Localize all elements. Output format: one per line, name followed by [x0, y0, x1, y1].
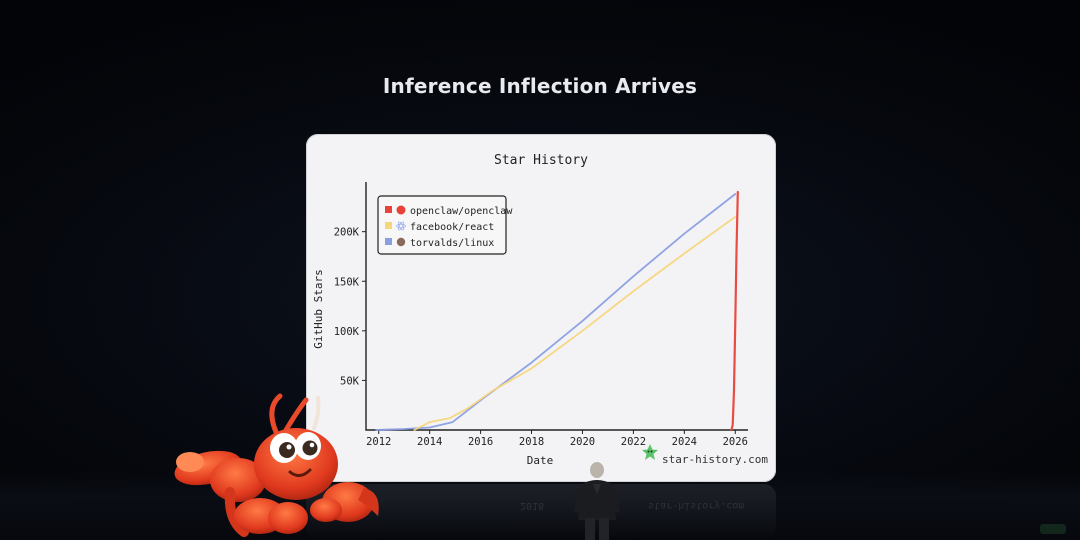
x-tick-label: 2026 [723, 436, 748, 448]
legend-swatch [385, 238, 392, 245]
chart-card: Star History 2012 2014 2016 2018 2020 2022 202… [306, 134, 776, 482]
presenter-figure [574, 462, 620, 540]
legend-item: torvalds/linux [385, 237, 494, 249]
watermark[interactable]: star-history.com [642, 444, 768, 466]
chart-legend: openclaw/openclaw facebook/react torvalds/… [377, 195, 513, 255]
star-history-logo-icon [642, 444, 658, 460]
x-tick-label: 2018 [519, 436, 544, 448]
y-tick-label: 50K [340, 375, 360, 387]
chart-title: Star History [494, 153, 588, 168]
legend-swatch [385, 222, 392, 229]
y-axis-label: GitHub Stars [312, 269, 325, 348]
react-logo-orbit [397, 221, 405, 231]
x-tick-label: 2016 [468, 436, 493, 448]
reflection-text-left: 2018 [520, 500, 545, 511]
x-axis-label: Date [527, 454, 554, 467]
lobster-mascot [174, 393, 379, 537]
legend-label: torvalds/linux [410, 238, 494, 249]
slide-title: Inference Inflection Arrives [382, 74, 698, 98]
legend-item: facebook/react [385, 221, 494, 233]
reflection-text-right: star-history.com [648, 500, 745, 511]
legend-label: facebook/react [410, 222, 494, 233]
react-logo-icon [396, 221, 406, 231]
legend-label: openclaw/openclaw [410, 206, 513, 217]
legend-box [377, 195, 507, 255]
card-reflection [306, 484, 776, 540]
star-history-chart: Star History 2012 2014 2016 2018 2020 2022 202… [312, 153, 768, 467]
legend-item: openclaw/openclaw [385, 205, 513, 217]
y-tick-label: 150K [334, 276, 360, 288]
legend-swatch [385, 206, 392, 213]
openclaw-avatar-icon [396, 205, 406, 215]
brand-corner-mark [1040, 524, 1066, 534]
x-tick-label: 2020 [570, 436, 595, 448]
axis-lines [365, 182, 748, 431]
y-tick-label: 100K [334, 326, 360, 338]
chart-series [375, 190, 739, 432]
y-tick-label: 200K [334, 227, 360, 239]
chart-ticks: 2012 2014 2016 2018 2020 2022 2024 2026 50K 100K 1… [334, 227, 748, 448]
linux-avatar-icon [396, 237, 406, 247]
x-tick-label: 2012 [366, 436, 391, 448]
watermark-text: star-history.com [662, 453, 768, 466]
x-tick-label: 2024 [672, 436, 697, 448]
series-line-facebook-react [413, 215, 737, 431]
series-line-openclaw-openclaw [730, 190, 739, 432]
react-logo-orbit [396, 223, 406, 229]
x-tick-label: 2022 [621, 436, 646, 448]
x-tick-label: 2014 [417, 436, 442, 448]
react-logo-orbit [397, 221, 405, 231]
chart-axes [365, 182, 748, 431]
